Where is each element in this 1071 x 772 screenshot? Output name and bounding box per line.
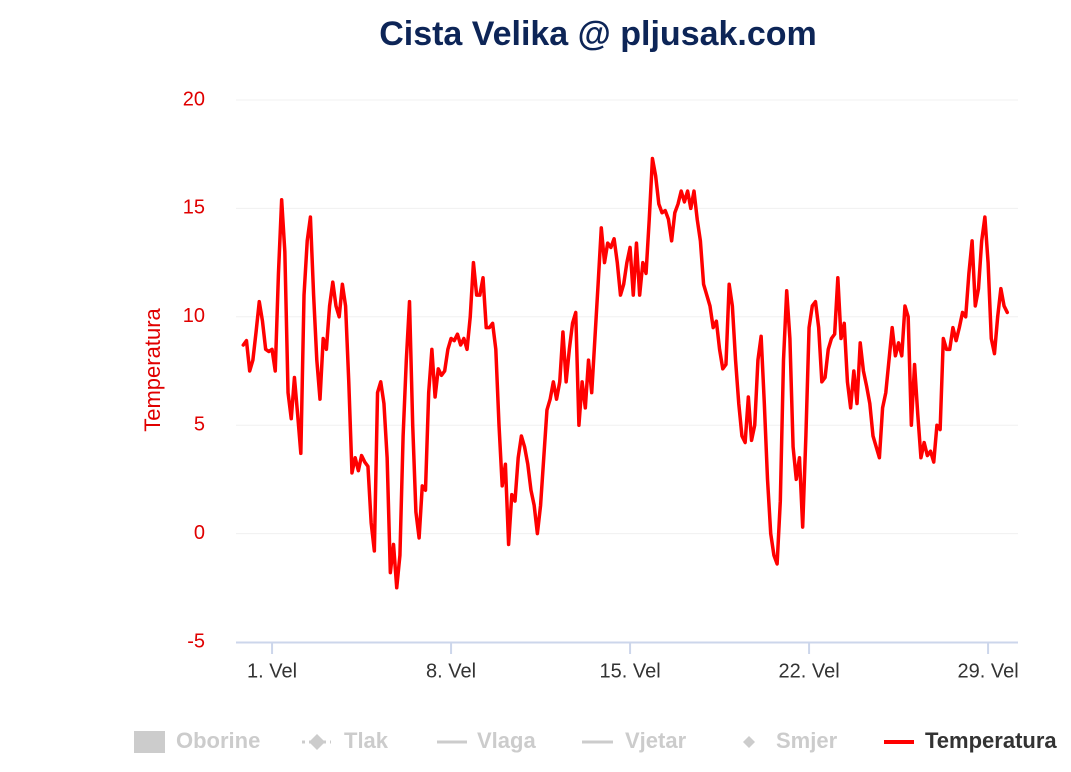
legend-item[interactable]: Smjer bbox=[776, 728, 838, 753]
temperature-line bbox=[241, 156, 1010, 590]
x-tick-label: 8. Vel bbox=[426, 660, 476, 682]
x-tick-label: 29. Vel bbox=[957, 660, 1018, 682]
y-tick-label: -5 bbox=[187, 630, 205, 652]
legend-symbol bbox=[309, 734, 325, 750]
y-axis-title: Temperatura bbox=[140, 307, 165, 431]
x-tick-label: 22. Vel bbox=[778, 660, 839, 682]
y-tick-label: 20 bbox=[183, 88, 205, 110]
legend-item[interactable]: Temperatura bbox=[925, 728, 1057, 753]
x-tick-label: 1. Vel bbox=[247, 660, 297, 682]
y-tick-label: 5 bbox=[194, 413, 205, 435]
y-tick-label: 10 bbox=[183, 305, 205, 327]
legend-item[interactable]: Tlak bbox=[344, 728, 389, 753]
chart-title: Cista Velika @ pljusak.com bbox=[379, 15, 817, 53]
y-tick-label: 15 bbox=[183, 197, 205, 219]
legend-item[interactable]: Vjetar bbox=[625, 728, 687, 753]
legend-symbol bbox=[134, 731, 165, 753]
y-tick-label: 0 bbox=[194, 522, 205, 544]
x-tick-label: 15. Vel bbox=[599, 660, 660, 682]
legend-item[interactable]: Oborine bbox=[176, 728, 260, 753]
legend-symbol bbox=[743, 736, 755, 748]
legend-item[interactable]: Vlaga bbox=[477, 728, 536, 753]
